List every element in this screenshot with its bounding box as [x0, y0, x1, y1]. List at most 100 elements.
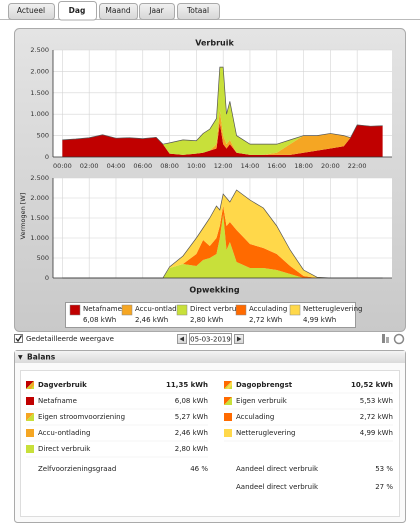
chart-title: Verbruik	[195, 39, 234, 48]
balance-label: Dagverbruik	[38, 381, 87, 389]
legend-name: Acculading	[249, 305, 287, 313]
balance-header	[15, 351, 405, 363]
balance-icon	[26, 445, 34, 453]
date-field[interactable]	[189, 333, 232, 345]
balance-value: 2,80 kWh	[175, 445, 208, 453]
balance-icon	[224, 397, 232, 405]
stacked-area	[62, 67, 383, 155]
y-tick-label: 1.500	[30, 89, 49, 97]
y-axis-label: Vermogen [W]	[19, 193, 27, 240]
balance-label: Netafname	[38, 397, 77, 405]
balance-label: Dagopbrengst	[236, 381, 293, 389]
balance-value: 4,99 kWh	[360, 429, 393, 437]
x-tick-label: 10:00	[187, 162, 206, 170]
balance-footer-label: Aandeel direct verbruik	[236, 483, 319, 491]
next-arrow	[237, 336, 242, 342]
balance-value: 10,52 kWh	[351, 381, 393, 389]
balance-icon	[26, 397, 34, 405]
x-tick-label: 00:00	[53, 162, 72, 170]
balance-value: 2,46 kWh	[175, 429, 208, 437]
y-tick-label: 500	[37, 132, 49, 140]
balance-label: Acculading	[236, 413, 274, 421]
refresh-icon[interactable]	[393, 333, 405, 345]
y-tick-label: 1.000	[30, 110, 49, 118]
x-tick-label: 18:00	[294, 162, 313, 170]
balance-value: 11,35 kWh	[166, 381, 208, 389]
y-tick-label: 2.000	[30, 194, 49, 202]
y-tick-label: 1.500	[30, 214, 49, 222]
balance-icon	[224, 429, 232, 437]
stacked-area	[62, 109, 383, 155]
tab-label: Actueel	[17, 6, 45, 15]
legend-total: 2,80 kWh	[190, 316, 223, 324]
balance-label: Accu-ontlading	[38, 429, 90, 437]
legend-swatch	[176, 304, 188, 316]
tab[interactable]	[58, 1, 97, 21]
date-text: 05-03-2019	[190, 336, 231, 344]
bar-icon[interactable]	[382, 334, 385, 343]
x-tick-label: 12:00	[214, 162, 233, 170]
chart-title: Opwekking	[189, 286, 239, 295]
legend-total: 2,72 kWh	[249, 316, 282, 324]
bar-icon[interactable]	[386, 337, 389, 343]
tab[interactable]	[139, 3, 175, 20]
x-tick-label: 14:00	[241, 162, 260, 170]
detail-checkbox[interactable]	[14, 334, 23, 343]
tab-label: Totaal	[186, 6, 209, 15]
legend-box	[65, 302, 356, 328]
x-tick-label: 04:00	[107, 162, 126, 170]
tab[interactable]	[99, 3, 138, 20]
tab-label: Jaar	[148, 6, 164, 15]
balance-icon	[224, 413, 232, 421]
legend-total: 6,08 kWh	[83, 316, 116, 324]
x-tick-label: 02:00	[80, 162, 99, 170]
legend-swatch	[69, 304, 81, 316]
legend-swatch	[235, 304, 247, 316]
x-tick-label: 06:00	[133, 162, 152, 170]
tab-label: Maand	[105, 6, 130, 15]
x-tick-label: 08:00	[160, 162, 179, 170]
collapse-arrow[interactable]: ▼	[18, 354, 23, 361]
x-tick-label: 16:00	[267, 162, 286, 170]
y-tick-label: 0	[45, 153, 49, 161]
legend-total: 2,46 kWh	[135, 316, 168, 324]
legend-swatch	[289, 304, 301, 316]
balance-label: Eigen stroomvoorziening	[38, 413, 125, 421]
toolbar-icons	[382, 333, 405, 345]
stacked-area	[62, 214, 383, 278]
y-tick-label: 2.000	[30, 67, 49, 75]
y-tick-label: 0	[45, 274, 49, 282]
y-tick-label: 2.500	[30, 174, 49, 182]
balance-label: Eigen verbruik	[236, 397, 288, 405]
legend-swatch	[121, 304, 133, 316]
balance-label: Direct verbruik	[38, 445, 91, 453]
balance-value: 5,53 kWh	[360, 397, 393, 405]
x-tick-label: 22:00	[348, 162, 367, 170]
x-tick-label: 20:00	[321, 162, 340, 170]
legend-name: Netteruglevering	[303, 305, 363, 313]
legend-total: 4,99 kWh	[303, 316, 336, 324]
legend-name: Netafname	[83, 305, 122, 313]
tab-label: Dag	[69, 6, 86, 15]
balance-footer-value: 46 %	[190, 465, 208, 473]
tab[interactable]	[8, 3, 55, 20]
balance-title: Balans	[27, 353, 56, 362]
y-tick-label: 1.000	[30, 234, 49, 242]
balance-body	[20, 370, 400, 517]
stacked-area	[62, 190, 383, 278]
y-tick-label: 500	[37, 254, 49, 262]
balance-icon	[26, 429, 34, 437]
prev-arrow	[179, 336, 184, 342]
balance-footer-value: 53 %	[375, 465, 393, 473]
balance-footer-value: 27 %	[375, 483, 393, 491]
balance-icon	[226, 381, 232, 389]
balance-value: 2,72 kWh	[360, 413, 393, 421]
detail-label: Gedetailleerde weergave	[26, 335, 114, 343]
balance-label: Netteruglevering	[236, 429, 296, 437]
tab[interactable]	[177, 3, 220, 20]
balance-value: 6,08 kWh	[175, 397, 208, 405]
balance-icon	[28, 381, 34, 389]
balance-footer-label: Aandeel direct verbruik	[236, 465, 319, 473]
